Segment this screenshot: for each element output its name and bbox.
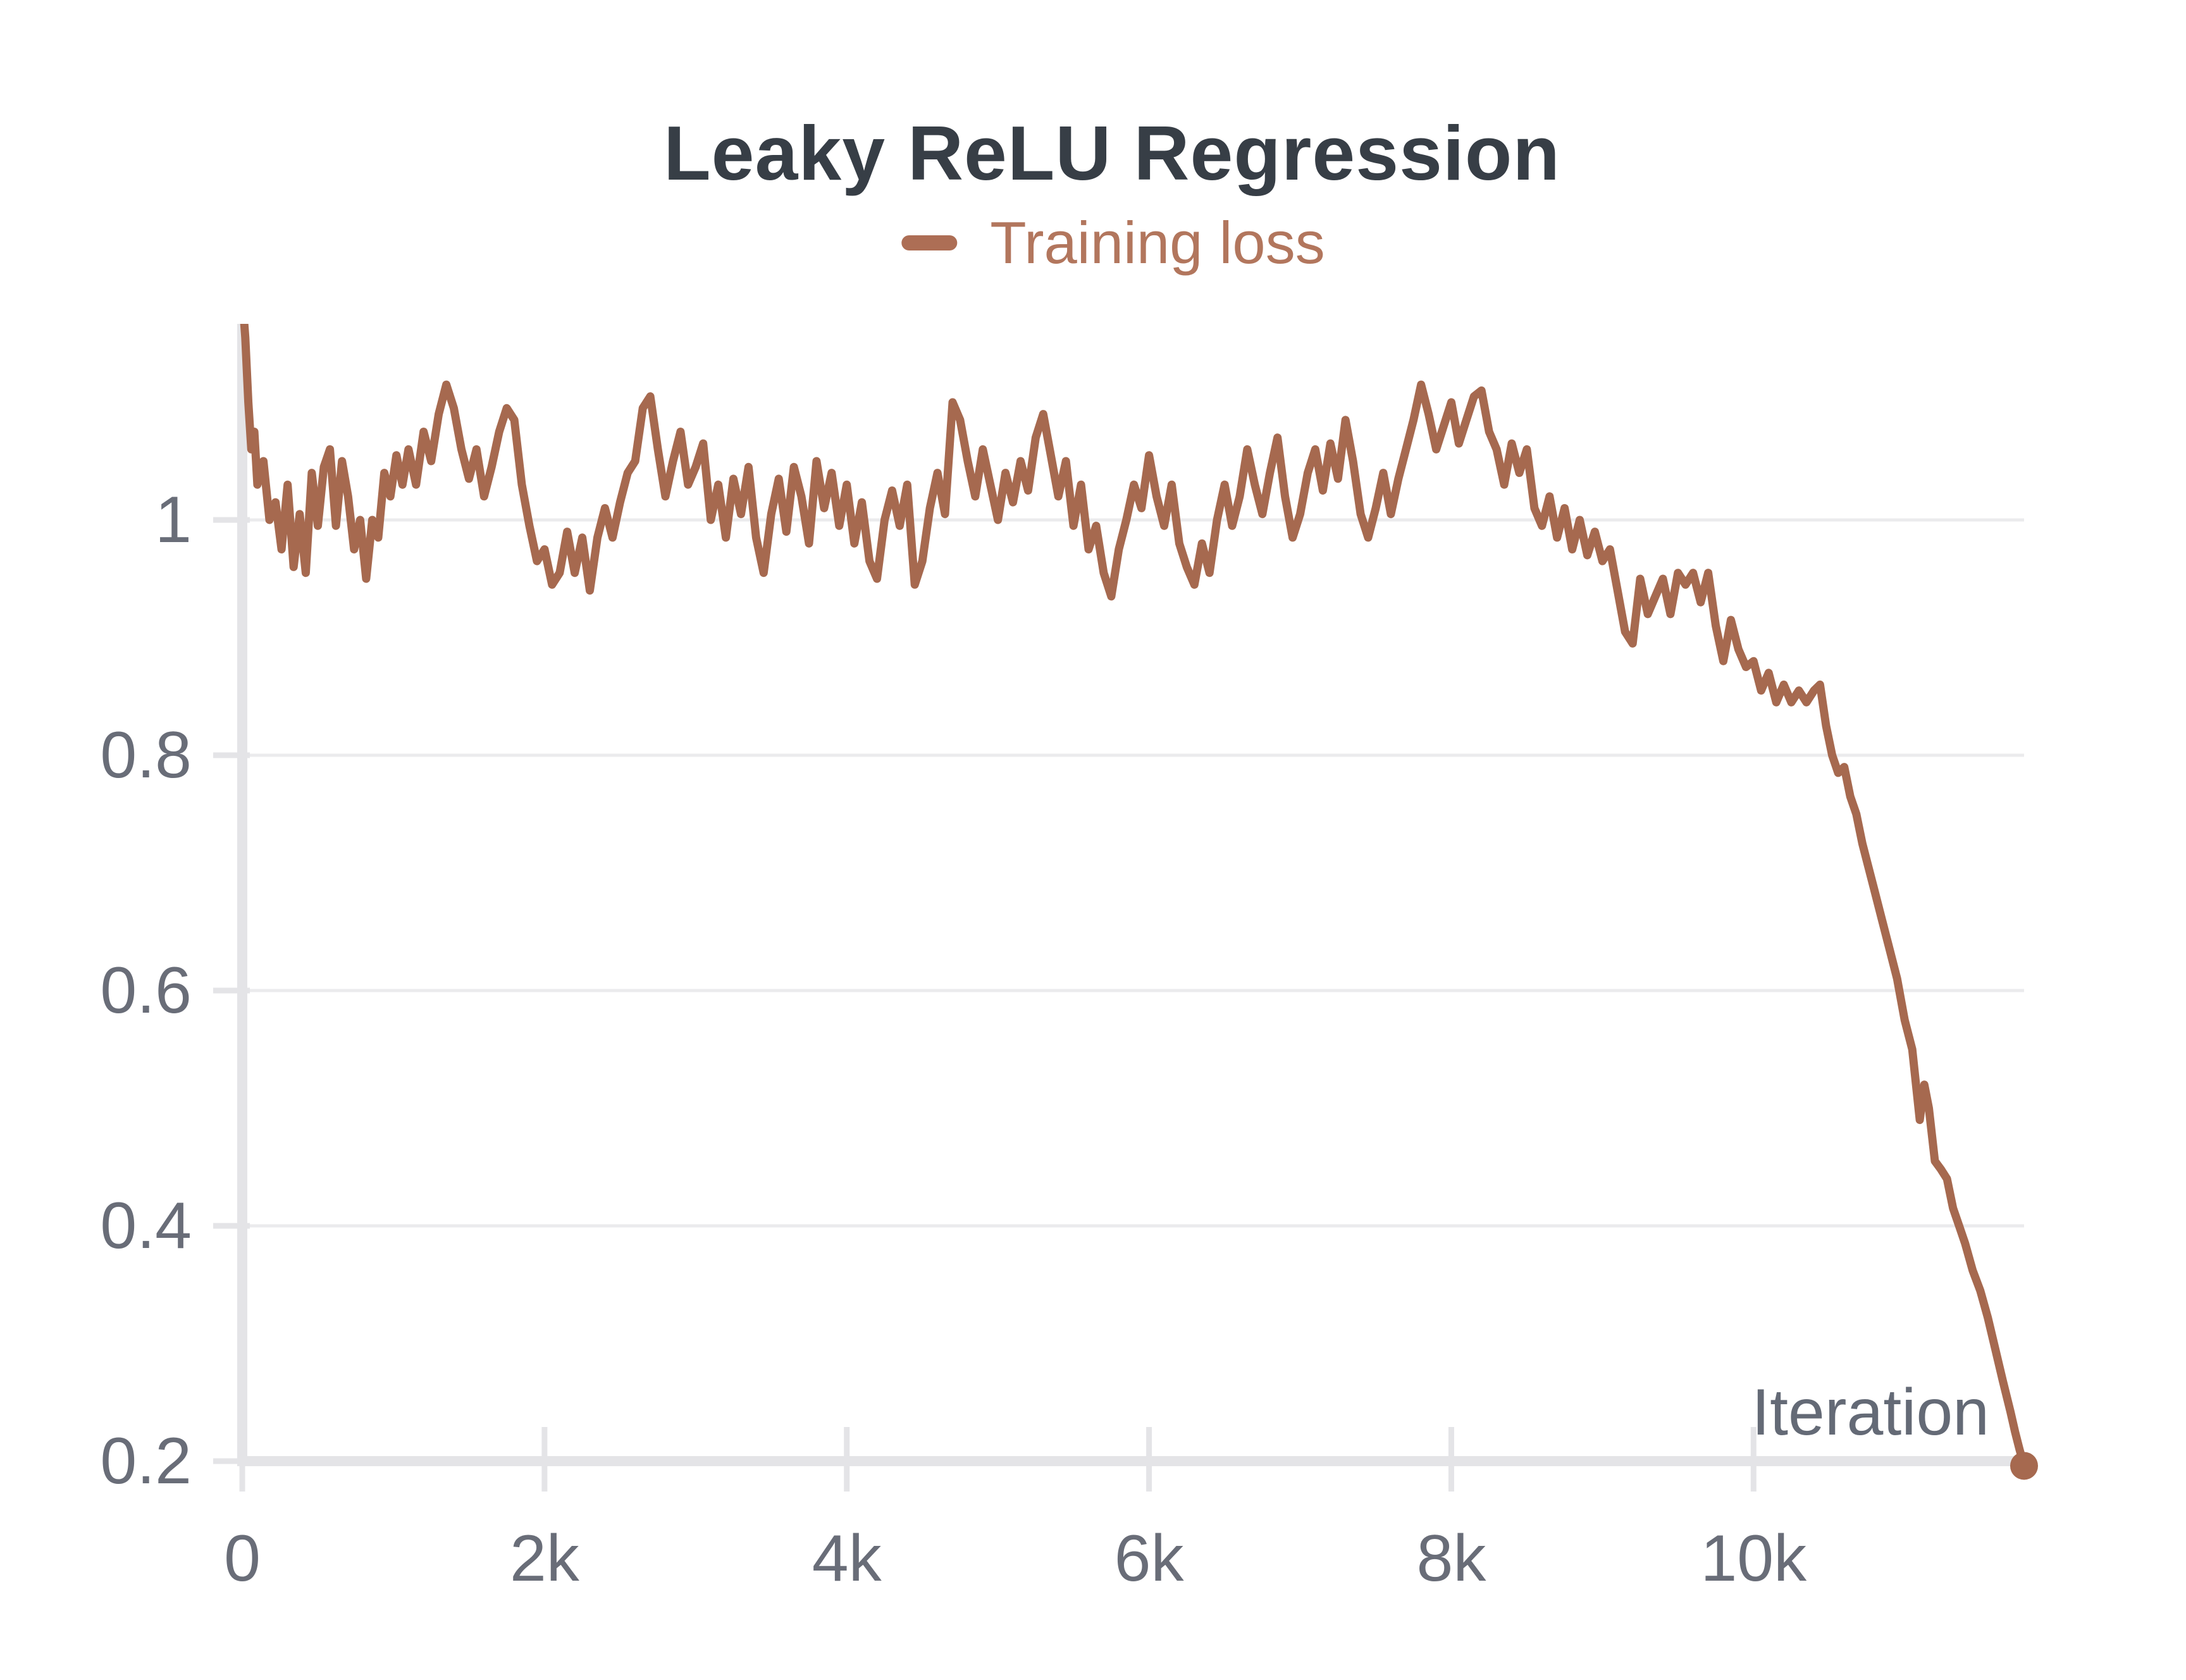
x-tick-label-6k: 6k (1114, 1522, 1184, 1595)
x-tick-label-10k: 10k (1700, 1522, 1807, 1595)
legend-label-training-loss: Training loss (990, 209, 1325, 276)
training-loss-line (240, 324, 2029, 1470)
y-tick-label-1: 1 (155, 483, 192, 557)
x-tick-label-8k: 8k (1416, 1522, 1486, 1595)
y-tick-label-0.4: 0.4 (100, 1189, 192, 1263)
y-tick-label-0.2: 0.2 (100, 1424, 192, 1498)
y-tick-label-0.6: 0.6 (100, 954, 192, 1027)
legend-swatch-training-loss (901, 235, 958, 250)
chart-title: Leaky ReLU Regression (664, 110, 1560, 196)
legend: Training loss (901, 206, 1325, 280)
x-axis-label: Iteration (1751, 1376, 1989, 1449)
x-tick-label-0: 0 (224, 1522, 261, 1595)
training-loss-endpoint (2010, 1452, 2038, 1480)
x-tick-label-4k: 4k (812, 1522, 882, 1595)
x-tick-label-2k: 2k (509, 1522, 579, 1595)
y-tick-label-0.8: 0.8 (100, 719, 192, 792)
